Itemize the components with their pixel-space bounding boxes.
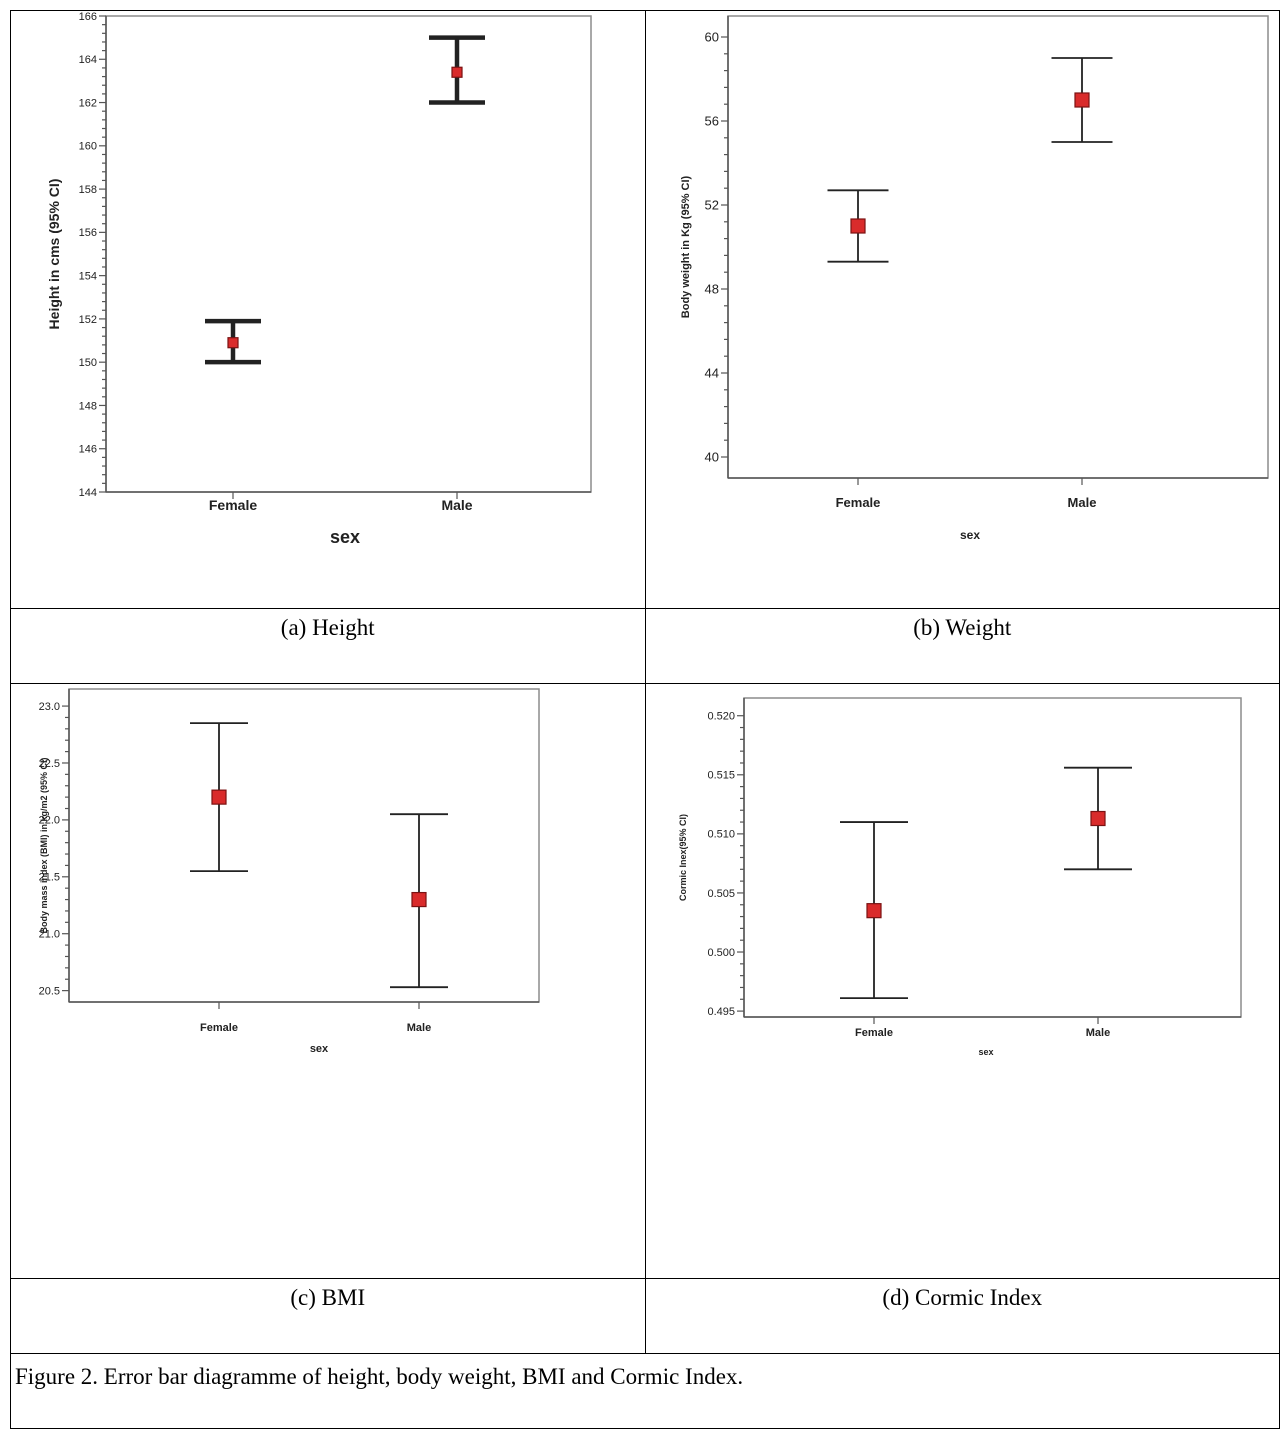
- y-tick-label: 150: [79, 357, 97, 369]
- caption-weight: (b) Weight: [913, 615, 1012, 640]
- x-category-label: Female: [209, 497, 257, 513]
- y-axis-label: Cormic Inex(95% CI): [678, 814, 688, 901]
- y-tick-label: 23.0: [39, 701, 60, 713]
- chart-cell-weight: 40 44 48 52 56 60 Body weight in Kg (95% CI) Fe…: [644, 10, 1280, 609]
- y-tick-label: 56: [704, 114, 718, 129]
- caption-cell-cormic: (d) Cormic Index: [644, 1278, 1280, 1354]
- x-axis-label: sex: [330, 527, 360, 547]
- y-tick-label: 0.515: [707, 770, 735, 782]
- mean-marker: [211, 789, 227, 805]
- x-category-label: Female: [835, 495, 880, 510]
- y-tick-label: 44: [704, 366, 718, 381]
- y-tick-label: 158: [79, 184, 97, 196]
- mean-marker: [865, 903, 882, 919]
- y-axis-label: Body weight in Kg (95% CI): [680, 175, 692, 318]
- y-tick-label: 22.5: [39, 758, 60, 770]
- mean-marker: [411, 891, 427, 908]
- y-tick-label: 162: [79, 97, 97, 109]
- y-tick-label: 0.510: [707, 829, 735, 841]
- y-tick-label: 166: [79, 11, 97, 23]
- chart-cell-bmi: 20.5 21.0 21.5 22.0 22.5 23.0 Body mass index …: [10, 683, 646, 1279]
- plot-frame: [105, 15, 592, 493]
- y-tick-label: 52: [704, 198, 718, 213]
- y-tick-label: 0.500: [707, 947, 735, 959]
- chart-cell-height: 144 146 148 150 152 154 156 158 160 162 164 166 Heig…: [10, 10, 646, 609]
- y-tick-label: 60: [704, 30, 718, 45]
- height-error-bar-chart: 144 146 148 150 152 154 156 158 160 162 164 166 Heig…: [46, 11, 592, 547]
- plot-frame: [726, 15, 1269, 479]
- y-tick-label: 0.520: [707, 711, 735, 723]
- y-tick-label: 164: [79, 54, 97, 66]
- x-axis-label: sex: [959, 528, 979, 542]
- cormic-index-error-bar-chart: 0.495 0.500 0.505 0.510 0.515 0.520 Cormic Ine…: [678, 697, 1242, 1057]
- mean-marker: [1089, 810, 1106, 827]
- chart-cell-cormic: 0.495 0.500 0.505 0.510 0.515 0.520 Cormic Ine…: [644, 683, 1280, 1279]
- figure-caption-cell: Figure 2. Error bar diagramme of height,…: [10, 1353, 1280, 1429]
- y-tick-label: 148: [79, 400, 97, 412]
- x-axis-label: sex: [978, 1047, 993, 1057]
- figure-table: 144 146 148 150 152 154 156 158 160 162 164 166 Heig…: [10, 10, 1280, 1429]
- x-category-label: Male: [1067, 495, 1096, 510]
- x-category-label: Female: [855, 1027, 893, 1039]
- y-tick-label: 21.5: [39, 872, 60, 884]
- y-tick-label: 146: [79, 444, 97, 456]
- x-category-label: Male: [1085, 1027, 1109, 1039]
- mean-marker: [451, 66, 463, 78]
- plot-frame: [68, 688, 540, 1003]
- caption-cell-height: (a) Height: [10, 608, 646, 684]
- caption-height: (a) Height: [280, 615, 375, 640]
- mean-marker: [227, 337, 239, 349]
- y-tick-label: 22.0: [39, 815, 60, 827]
- x-category-label: Male: [407, 1022, 431, 1034]
- y-tick-label: 0.505: [707, 888, 735, 900]
- y-tick-label: 144: [79, 487, 97, 499]
- y-tick-label: 48: [704, 282, 718, 297]
- y-axis-label: Height in cms (95% CI): [46, 179, 62, 330]
- y-tick-label: 21.0: [39, 929, 60, 941]
- x-category-label: Female: [200, 1022, 238, 1034]
- y-tick-label: 152: [79, 314, 97, 326]
- y-tick-label: 160: [79, 141, 97, 153]
- mean-marker: [1073, 92, 1090, 108]
- x-axis-label: sex: [310, 1043, 329, 1055]
- caption-cell-weight: (b) Weight: [644, 608, 1280, 684]
- y-tick-label: 156: [79, 227, 97, 239]
- caption-bmi: (c) BMI: [290, 1285, 366, 1310]
- y-tick-label: 154: [79, 270, 97, 282]
- y-tick-label: 0.495: [707, 1006, 735, 1018]
- caption-cell-bmi: (c) BMI: [10, 1278, 646, 1354]
- y-tick-label: 20.5: [39, 985, 60, 997]
- figure-caption: Figure 2. Error bar diagramme of height,…: [15, 1364, 744, 1389]
- weight-error-bar-chart: 40 44 48 52 56 60 Body weight in Kg (95% CI) Fe…: [680, 15, 1269, 542]
- bmi-error-bar-chart: 20.5 21.0 21.5 22.0 22.5 23.0 Body mass index …: [39, 688, 540, 1055]
- x-category-label: Male: [441, 497, 472, 513]
- plot-frame: [742, 697, 1242, 1018]
- mean-marker: [849, 218, 866, 234]
- caption-cormic: (d) Cormic Index: [882, 1285, 1043, 1310]
- y-axis-label: Body mass index (BMI) in kg/m2 (95% CI): [39, 757, 49, 933]
- y-tick-label: 40: [704, 450, 718, 465]
